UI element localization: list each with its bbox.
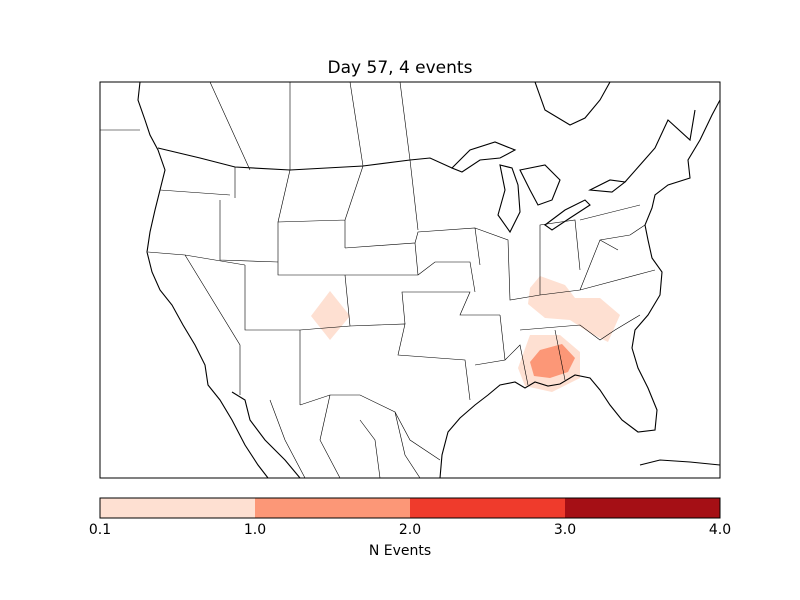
colorbar-tick: 2.0 xyxy=(398,522,422,538)
hudson-bay-coast xyxy=(534,82,611,126)
colorbar-tick: 4.0 xyxy=(708,522,732,538)
map-area xyxy=(100,82,720,478)
lake-erie xyxy=(544,199,591,231)
colorbar-bin-0 xyxy=(100,498,255,518)
state-boundaries xyxy=(100,82,656,478)
northeast-border xyxy=(624,109,696,183)
mexico-north-coast xyxy=(639,459,720,466)
colorbar-tick: 0.1 xyxy=(88,522,112,538)
colorbar xyxy=(99,497,721,519)
colorbar-tick: 3.0 xyxy=(553,522,577,538)
colorbar-tick: 1.0 xyxy=(243,522,267,538)
colorbar-bin-2 xyxy=(410,498,565,518)
map-title: Day 57, 4 events xyxy=(327,58,473,78)
west-coastline xyxy=(137,82,269,478)
colorbar-bin-3 xyxy=(565,498,720,518)
baja-coastline xyxy=(231,391,301,478)
lake-superior xyxy=(451,141,517,173)
map-frame xyxy=(99,81,721,479)
canada-border xyxy=(157,147,453,171)
lake-huron xyxy=(519,164,561,206)
lake-ontario xyxy=(588,179,627,193)
event-region-colorado xyxy=(311,291,350,340)
colorbar-bin-1 xyxy=(255,498,410,518)
event-region-tennessee xyxy=(528,276,620,342)
gulf-coastline xyxy=(439,99,720,478)
event-region-alabama-core xyxy=(530,344,575,378)
colorbar-label: N Events xyxy=(368,543,432,559)
lake-michigan xyxy=(497,164,521,234)
colorbar-frame xyxy=(99,497,721,519)
